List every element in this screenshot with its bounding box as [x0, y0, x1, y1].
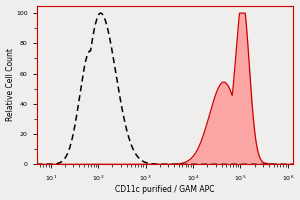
X-axis label: CD11c purified / GAM APC: CD11c purified / GAM APC: [115, 185, 214, 194]
Y-axis label: Relative Cell Count: Relative Cell Count: [6, 48, 15, 121]
